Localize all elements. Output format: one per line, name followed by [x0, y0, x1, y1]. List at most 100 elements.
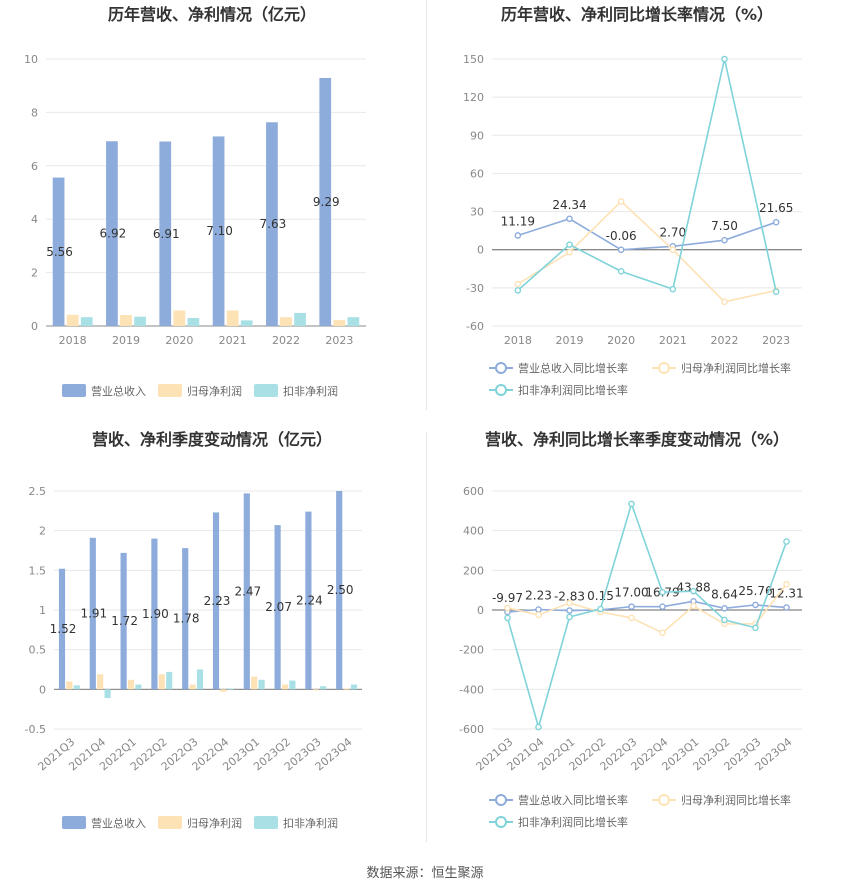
line-data-label: 11.19 [501, 214, 535, 228]
chart-title: 历年营收、净利同比增长率情况（%） [501, 5, 773, 24]
data-point [772, 288, 780, 295]
chart-annual-revenue-profit: 历年营收、净利情况（亿元） 0 2 4 6 8 10 2018 2019 2020 2021 2022… [24, 5, 366, 398]
x-tick-label: 2018 [504, 334, 532, 347]
line-data-label: 7.50 [711, 219, 738, 233]
bar-data-label: 6.91 [153, 227, 180, 241]
legend-label: 扣非净利润 [283, 816, 338, 830]
bar-deducted-profit [350, 684, 358, 690]
bar-deducted-profit [347, 317, 360, 326]
bar-data-label: 2.24 [296, 593, 323, 607]
y-tick-label: 200 [463, 564, 484, 577]
bar-data-label: 9.29 [313, 195, 340, 209]
bar-revenue [52, 177, 65, 326]
bar-data-label: 2.23 [204, 594, 231, 608]
chart-title: 营收、净利同比增长率季度变动情况（%） [485, 430, 789, 449]
bar-revenue [212, 512, 220, 690]
y-tick-label: 4 [31, 213, 38, 226]
chart-title: 历年营收、净利情况（亿元） [108, 5, 316, 24]
bar-revenue [120, 552, 127, 690]
x-tick-label: 2019 [112, 334, 140, 347]
data-point [772, 218, 780, 226]
data-point [597, 605, 604, 613]
x-tick-label: 2018 [59, 334, 87, 347]
x-tick-label: 2021 [659, 334, 687, 347]
line-data-label: 17.00 [614, 586, 648, 600]
data-point [566, 599, 573, 607]
data-point [659, 603, 666, 610]
bar-deducted-profit [289, 680, 296, 690]
bar-net-profit [66, 314, 79, 326]
bar-net-profit [158, 674, 165, 690]
data-point [659, 629, 666, 637]
data-point [669, 246, 677, 254]
bar-data-label: 5.56 [46, 245, 73, 259]
x-tick-label: 2022 [272, 334, 300, 347]
bar-data-label: 1.91 [80, 607, 107, 621]
bar-net-profit [173, 310, 186, 326]
line-data-label: -9.97 [492, 591, 523, 605]
data-point [669, 285, 677, 293]
bar-deducted-profit [104, 689, 111, 699]
y-tick-label: 8 [31, 106, 38, 119]
bar-data-label: 7.10 [206, 224, 233, 238]
y-tick-label: 60 [470, 167, 484, 180]
legend-marker [495, 816, 507, 828]
y-tick-label: 1.5 [29, 564, 47, 577]
bar-revenue [274, 525, 281, 690]
data-point [721, 616, 728, 624]
bar-revenue [106, 141, 118, 326]
data-point [514, 287, 522, 294]
bar-deducted-profit [320, 686, 327, 690]
bar-revenue [58, 568, 66, 690]
legend-label: 扣非净利润同比增长率 [518, 383, 628, 397]
legend-label: 扣非净利润 [283, 384, 338, 398]
chart-quarterly-revenue-profit: 营收、净利季度变动情况（亿元）-0.500.511.522.52021Q3202… [25, 430, 362, 830]
bar-data-label: 1.78 [173, 612, 200, 626]
bar-revenue [212, 136, 225, 326]
line-data-label: 2.70 [659, 225, 686, 239]
bar-deducted-profit [227, 688, 234, 690]
data-point [721, 604, 728, 612]
data-point [514, 280, 522, 288]
bar-revenue [182, 548, 189, 690]
x-tick-label: 2020 [165, 334, 193, 347]
bar-revenue [243, 493, 250, 690]
data-point [628, 614, 635, 622]
bar-net-profit [333, 320, 346, 326]
x-tick-label: 2022 [711, 334, 739, 347]
bar-deducted-profit [196, 669, 204, 690]
vertical-divider [426, 0, 427, 410]
legend-swatch [158, 816, 182, 829]
y-tick-label: -400 [459, 683, 484, 696]
data-point [566, 248, 573, 256]
data-source-note: 数据来源：恒生聚源 [366, 866, 484, 881]
bar-net-profit [120, 315, 132, 326]
data-point [752, 601, 759, 609]
bar-deducted-profit [134, 316, 146, 326]
bar-data-label: 2.07 [265, 600, 292, 614]
data-point [504, 604, 511, 612]
legend-label: 扣非净利润同比增长率 [518, 815, 628, 829]
line-data-label: 21.65 [759, 201, 793, 215]
data-point [783, 604, 790, 611]
data-point [659, 588, 666, 596]
legend-label: 归母净利润同比增长率 [681, 361, 791, 375]
legend-marker [658, 362, 670, 374]
data-point [721, 55, 728, 63]
legend-swatch [62, 816, 86, 829]
bar-net-profit [280, 317, 292, 326]
bar-revenue [305, 511, 312, 690]
data-point [535, 606, 542, 613]
y-tick-label: 0 [477, 604, 484, 617]
data-point [566, 215, 573, 223]
y-tick-label: 2 [39, 525, 46, 538]
y-tick-label: 150 [463, 53, 484, 66]
legend-swatch [62, 384, 86, 397]
line-data-label: -0.06 [606, 229, 637, 243]
x-tick-label: 2021 [219, 334, 247, 347]
bar-net-profit [66, 681, 73, 690]
y-tick-label: 0.5 [29, 644, 47, 657]
bar-revenue [151, 538, 158, 690]
data-point [617, 246, 625, 254]
data-point [690, 602, 697, 610]
